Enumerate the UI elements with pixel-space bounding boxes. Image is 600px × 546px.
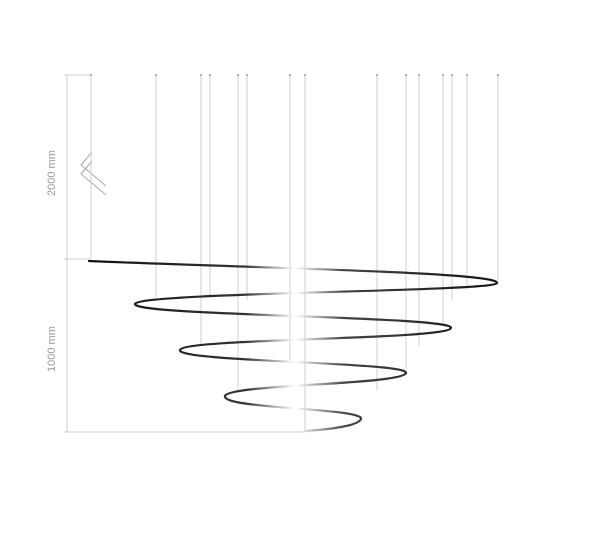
ceiling-anchor	[376, 74, 378, 76]
ceiling-anchor	[405, 74, 407, 76]
ceiling-anchor	[200, 74, 202, 76]
ceiling-anchor	[418, 74, 420, 76]
spiral-ring-3	[178, 348, 408, 398]
dimension-lines	[64, 74, 305, 433]
ceiling-anchor	[209, 74, 211, 76]
spiral-ring-4	[223, 394, 363, 433]
ceiling-anchor	[442, 74, 444, 76]
ceiling-anchor	[466, 74, 468, 76]
spiral-ring-2	[133, 302, 453, 352]
ceiling-anchor	[155, 74, 157, 76]
dimension-label-height: 1000 mm	[46, 326, 58, 372]
ceiling-anchor	[289, 74, 291, 76]
ceiling-anchor	[237, 74, 239, 76]
dimension-label-suspension: 2000 mm	[46, 150, 58, 196]
ceiling-anchor	[90, 74, 92, 76]
ceiling-anchor	[304, 74, 306, 76]
zigzag-break-icon	[80, 151, 107, 196]
suspension-wires	[90, 74, 499, 432]
ceiling-anchor	[246, 74, 248, 76]
spiral-lamp	[87, 259, 499, 433]
ceiling-anchor	[497, 74, 499, 76]
spiral-ring-1	[87, 259, 499, 306]
ceiling-anchor	[451, 74, 453, 76]
